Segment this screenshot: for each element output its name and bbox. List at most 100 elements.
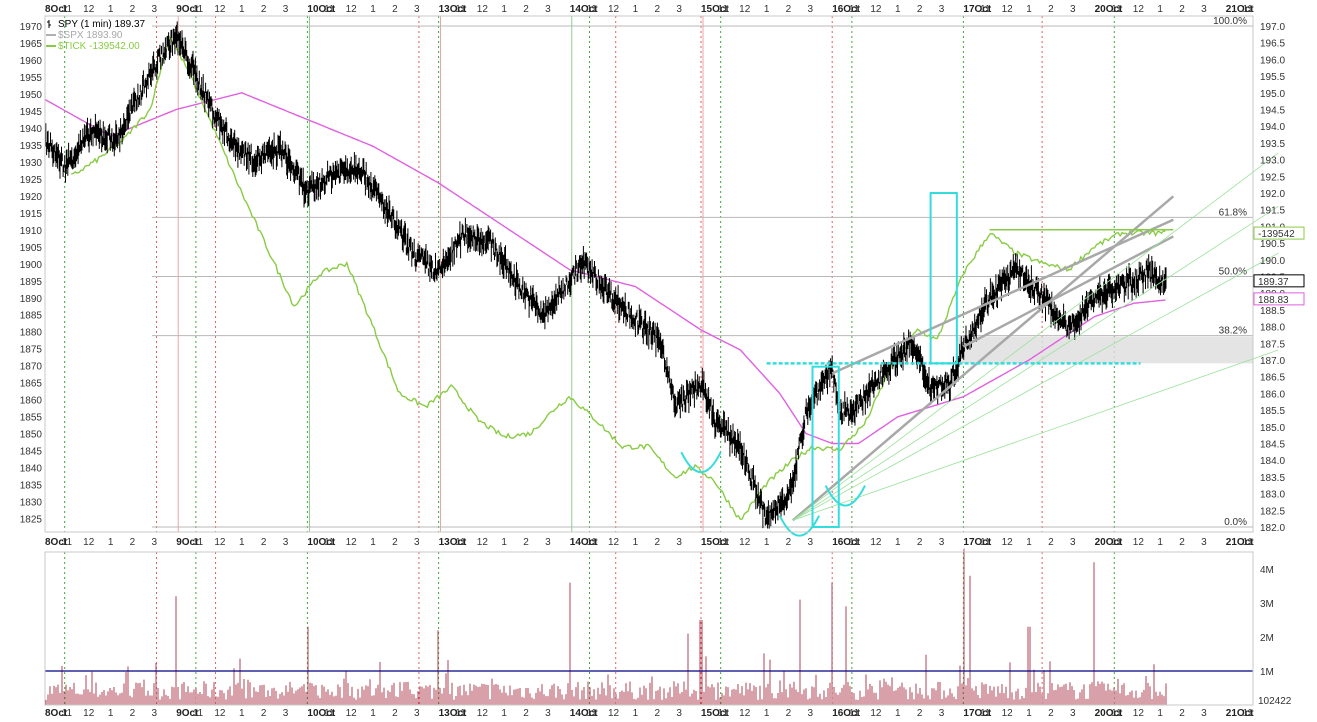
x-tick-label-middle: 11 bbox=[193, 537, 204, 548]
x-tick-label-middle: 3 bbox=[676, 537, 682, 548]
x-tick-label-top: 1 bbox=[1157, 4, 1163, 15]
x-tick-label-middle: 11 bbox=[586, 537, 597, 548]
price-badge[interactable] bbox=[1253, 292, 1305, 306]
trend-line bbox=[831, 218, 1174, 375]
left-axis-label: 1940 bbox=[20, 124, 43, 135]
left-axis-label: 1960 bbox=[20, 56, 43, 67]
x-tick-label-bottom: 2 bbox=[917, 708, 923, 719]
x-tick-label-top: 3 bbox=[152, 4, 158, 15]
left-axis-label: 1935 bbox=[20, 141, 43, 152]
x-tick-label-middle: 9Oct bbox=[176, 537, 199, 548]
x-tick-label-bottom: 2 bbox=[1179, 708, 1185, 719]
x-tick-label-middle: 17Oct bbox=[963, 537, 991, 548]
x-tick-label-middle: 10Oct bbox=[307, 537, 335, 548]
x-tick-label-top: 11 bbox=[849, 4, 860, 15]
x-tick-label-top: 11 bbox=[980, 4, 991, 15]
left-axis-label: 1855 bbox=[20, 413, 43, 424]
left-axis-label: 1875 bbox=[20, 345, 43, 356]
x-tick-label-bottom: 11 bbox=[324, 708, 335, 719]
x-tick-label-bottom: 3 bbox=[939, 708, 945, 719]
left-axis-label: 1950 bbox=[20, 90, 43, 101]
x-tick-label-bottom: 12 bbox=[214, 708, 226, 719]
x-tick-label-middle: 3 bbox=[152, 537, 158, 548]
x-tick-label-top: 15Oct bbox=[701, 4, 729, 15]
left-axis-label: 1905 bbox=[20, 243, 43, 254]
x-tick-label-bottom: 8Oct bbox=[45, 708, 68, 719]
right-axis-label: 188.0 bbox=[1260, 323, 1285, 334]
right-axis-label: 194.0 bbox=[1260, 122, 1285, 133]
left-axis-label: 1860 bbox=[20, 396, 43, 407]
x-tick-label-middle: 3 bbox=[939, 537, 945, 548]
x-tick-label-top: 2 bbox=[261, 4, 267, 15]
x-tick-label-top: 3 bbox=[676, 4, 682, 15]
right-axis-label: 190.0 bbox=[1260, 256, 1285, 267]
left-axis-label: 1970 bbox=[20, 22, 43, 33]
x-tick-label-bottom: 1 bbox=[633, 708, 639, 719]
x-tick-label-middle: 1 bbox=[1157, 537, 1163, 548]
x-tick-label-middle: 11 bbox=[718, 537, 729, 548]
x-tick-label-middle: 21Oct bbox=[1226, 537, 1254, 548]
price-badge-label: -139542 bbox=[1258, 229, 1295, 240]
x-tick-label-top: 2 bbox=[130, 4, 136, 15]
x-tick-label-top: 17Oct bbox=[963, 4, 991, 15]
trend-line bbox=[792, 195, 1175, 522]
x-tick-label-middle: 12 bbox=[1002, 537, 1014, 548]
x-tick-label-bottom: 2 bbox=[392, 708, 398, 719]
x-tick-label-middle: 1 bbox=[370, 537, 376, 548]
x-tick-label-middle: 2 bbox=[654, 537, 660, 548]
ohlc-bar-icon bbox=[47, 20, 51, 28]
volume-panel-frame bbox=[44, 551, 1254, 706]
price-badges[interactable]: -139542 189.37 188.83 bbox=[1253, 226, 1305, 306]
x-tick-label-top: 2 bbox=[392, 4, 398, 15]
x-tick-label-middle: 11 bbox=[62, 537, 73, 548]
left-axis-label: 1850 bbox=[20, 430, 43, 441]
right-axis-label: 185.5 bbox=[1260, 406, 1285, 417]
right-axis-label: 182.0 bbox=[1260, 523, 1285, 534]
x-tick-label-middle: 3 bbox=[808, 537, 814, 548]
x-tick-label-top: 11 bbox=[324, 4, 335, 15]
x-tick-label-top: 12 bbox=[346, 4, 358, 15]
x-tick-label-bottom: 13Oct bbox=[439, 708, 467, 719]
x-tick-label-middle: 12 bbox=[1133, 537, 1145, 548]
legend-item-label: $SPX 1893.90 bbox=[58, 30, 123, 41]
x-tick-label-middle: 16Oct bbox=[832, 537, 860, 548]
x-tick-label-middle: 3 bbox=[1070, 537, 1076, 548]
right-axis-label: 193.0 bbox=[1260, 156, 1285, 167]
x-tick-label-top: 12 bbox=[739, 4, 751, 15]
axes: 8Oct8Oct8Oct1111111212121112223339Oct9Oc… bbox=[20, 4, 1292, 719]
x-tick-label-top: 2 bbox=[654, 4, 660, 15]
x-tick-label-bottom: 3 bbox=[1201, 708, 1207, 719]
x-tick-label-top: 11 bbox=[718, 4, 729, 15]
x-tick-label-top: 11 bbox=[455, 4, 466, 15]
fan-line bbox=[792, 252, 1279, 521]
legend-item-label: $TICK -139542.00 bbox=[58, 41, 140, 52]
x-tick-label-top: 3 bbox=[808, 4, 814, 15]
x-tick-label-top: 11 bbox=[1111, 4, 1122, 15]
legend-item-label: SPY (1 min) 189.37 bbox=[58, 19, 146, 30]
x-tick-label-bottom: 12 bbox=[608, 708, 620, 719]
x-tick-label-bottom: 1 bbox=[370, 708, 376, 719]
left-axis-label: 1910 bbox=[20, 226, 43, 237]
x-tick-label-top: 1 bbox=[108, 4, 114, 15]
pattern-arc bbox=[778, 515, 820, 537]
volume-axis-label: 2M bbox=[1260, 633, 1274, 644]
right-axis-label: 195.0 bbox=[1260, 89, 1285, 100]
x-tick-label-middle: 3 bbox=[545, 537, 551, 548]
x-tick-label-middle: 12 bbox=[214, 537, 226, 548]
x-tick-label-bottom: 3 bbox=[283, 708, 289, 719]
x-tick-label-middle: 3 bbox=[414, 537, 420, 548]
price-badge[interactable] bbox=[1253, 274, 1305, 288]
x-tick-label-top: 13Oct bbox=[439, 4, 467, 15]
x-tick-label-bottom: 2 bbox=[261, 708, 267, 719]
price-badge[interactable] bbox=[1253, 226, 1305, 240]
x-tick-label-middle: 12 bbox=[83, 537, 95, 548]
x-tick-label-top: 1 bbox=[633, 4, 639, 15]
x-tick-label-top: 2 bbox=[917, 4, 923, 15]
x-tick-label-middle: 3 bbox=[283, 537, 289, 548]
fib-level-label: 38.2% bbox=[1219, 326, 1247, 337]
right-axis-label: 196.0 bbox=[1260, 55, 1285, 66]
left-axis-label: 1840 bbox=[20, 464, 43, 475]
right-axis-label: 186.5 bbox=[1260, 373, 1285, 384]
left-axis-label: 1885 bbox=[20, 311, 43, 322]
x-tick-label-bottom: 11 bbox=[193, 708, 204, 719]
